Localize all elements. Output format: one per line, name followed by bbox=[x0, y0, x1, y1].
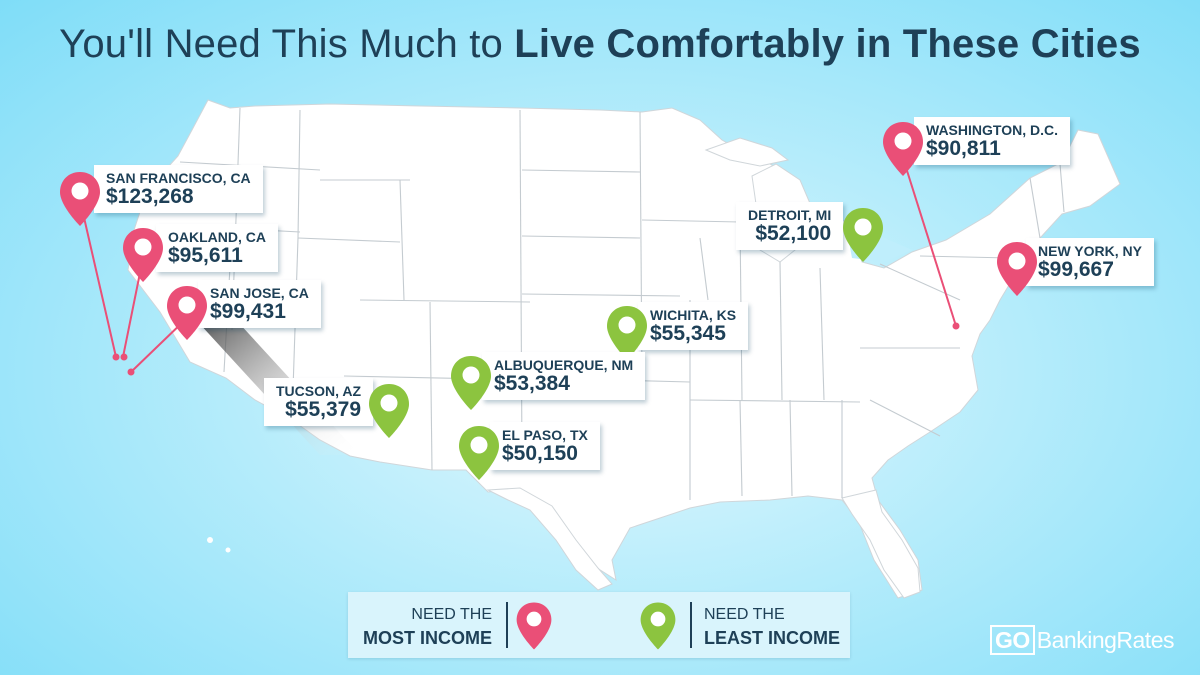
city-dot-san-francisco bbox=[112, 353, 120, 361]
map-pin-icon[interactable] bbox=[880, 120, 926, 178]
brand-go: GO bbox=[990, 625, 1035, 655]
city-income: $90,811 bbox=[926, 136, 1001, 160]
city-name: WASHINGTON, D.C. bbox=[926, 122, 1058, 138]
map-pin-icon bbox=[516, 602, 552, 650]
map-pin-icon[interactable] bbox=[840, 206, 886, 264]
upper-peninsula-shape bbox=[704, 137, 790, 167]
city-label-el-paso: EL PASO, TX $50,150 bbox=[490, 422, 600, 470]
legend-most-line1: NEED THE bbox=[411, 606, 492, 623]
island-dot bbox=[207, 537, 213, 543]
city-name: EL PASO, TX bbox=[502, 427, 588, 443]
city-income: $99,667 bbox=[1038, 257, 1114, 281]
city-income: $55,379 bbox=[285, 397, 362, 421]
city-name: NEW YORK, NY bbox=[1038, 243, 1142, 259]
city-label-san-francisco: SAN FRANCISCO, CA $123,268 bbox=[94, 165, 263, 213]
city-name: ALBUQUERQUE, NM bbox=[494, 357, 634, 373]
map-pin-icon[interactable] bbox=[164, 284, 210, 342]
map-pin-icon[interactable] bbox=[57, 170, 103, 228]
legend-divider bbox=[690, 602, 692, 648]
city-dot-oakland bbox=[120, 353, 128, 361]
city-label-san-jose: SAN JOSE, CA $99,431 bbox=[198, 280, 321, 328]
city-dot-san-jose bbox=[127, 368, 135, 376]
city-name: WICHITA, KS bbox=[650, 307, 737, 323]
city-income: $55,345 bbox=[650, 321, 726, 345]
map-pin-icon bbox=[640, 602, 676, 650]
brand-logo: GO BankingRates bbox=[990, 625, 1175, 655]
city-income: $52,100 bbox=[755, 221, 832, 245]
florida-shape bbox=[841, 489, 921, 599]
map-pin-icon[interactable] bbox=[366, 382, 412, 440]
city-label-oakland: OAKLAND, CA $95,611 bbox=[156, 224, 278, 272]
city-name: DETROIT, MI bbox=[748, 207, 832, 223]
city-name: SAN JOSE, CA bbox=[210, 285, 309, 301]
legend-divider bbox=[506, 602, 508, 648]
city-label-washington: WASHINGTON, D.C. $90,811 bbox=[914, 117, 1070, 165]
leader-line-washington bbox=[902, 157, 957, 327]
island-dot bbox=[225, 547, 231, 553]
city-label-albuquerque: ALBUQUERQUE, NM $53,384 bbox=[482, 352, 646, 400]
city-label-tucson: TUCSON, AZ $55,379 bbox=[264, 378, 374, 426]
city-income: $50,150 bbox=[502, 441, 578, 465]
map-pin-icon[interactable] bbox=[604, 304, 650, 362]
page-title: You'll Need This Much to Live Comfortabl… bbox=[0, 22, 1200, 67]
map-pin-icon[interactable] bbox=[456, 424, 502, 482]
map-pin-icon[interactable] bbox=[120, 226, 166, 284]
title-regular: You'll Need This Much to bbox=[59, 22, 515, 66]
city-income: $95,611 bbox=[168, 243, 243, 267]
legend-least-line2: LEAST INCOME bbox=[704, 627, 841, 648]
legend-most-line2: MOST INCOME bbox=[363, 627, 492, 648]
city-name: SAN FRANCISCO, CA bbox=[106, 170, 251, 186]
city-income: $123,268 bbox=[106, 184, 194, 208]
city-label-wichita: WICHITA, KS $55,345 bbox=[638, 302, 749, 350]
city-label-detroit: DETROIT, MI $52,100 bbox=[736, 202, 844, 250]
legend-least-text: NEED THE LEAST INCOME bbox=[704, 604, 840, 650]
city-name: TUCSON, AZ bbox=[276, 383, 362, 399]
city-income: $99,431 bbox=[210, 299, 286, 323]
texas-shape bbox=[486, 487, 613, 591]
legend-least-line1: NEED THE bbox=[704, 606, 785, 623]
legend-most-text: NEED THE MOST INCOME bbox=[358, 604, 492, 650]
map-pin-icon[interactable] bbox=[994, 240, 1040, 298]
map-pin-icon[interactable] bbox=[448, 354, 494, 412]
city-dot-washington bbox=[952, 322, 960, 330]
leader-line-san-francisco bbox=[79, 199, 117, 358]
city-name: OAKLAND, CA bbox=[168, 229, 266, 245]
brand-rest: BankingRates bbox=[1036, 627, 1175, 653]
city-label-new-york: NEW YORK, NY $99,667 bbox=[1026, 238, 1154, 286]
title-bold: Live Comfortably in These Cities bbox=[514, 22, 1141, 66]
legend: NEED THE MOST INCOME NEED THE LEAST INCO… bbox=[348, 592, 850, 658]
city-income: $53,384 bbox=[494, 371, 570, 395]
